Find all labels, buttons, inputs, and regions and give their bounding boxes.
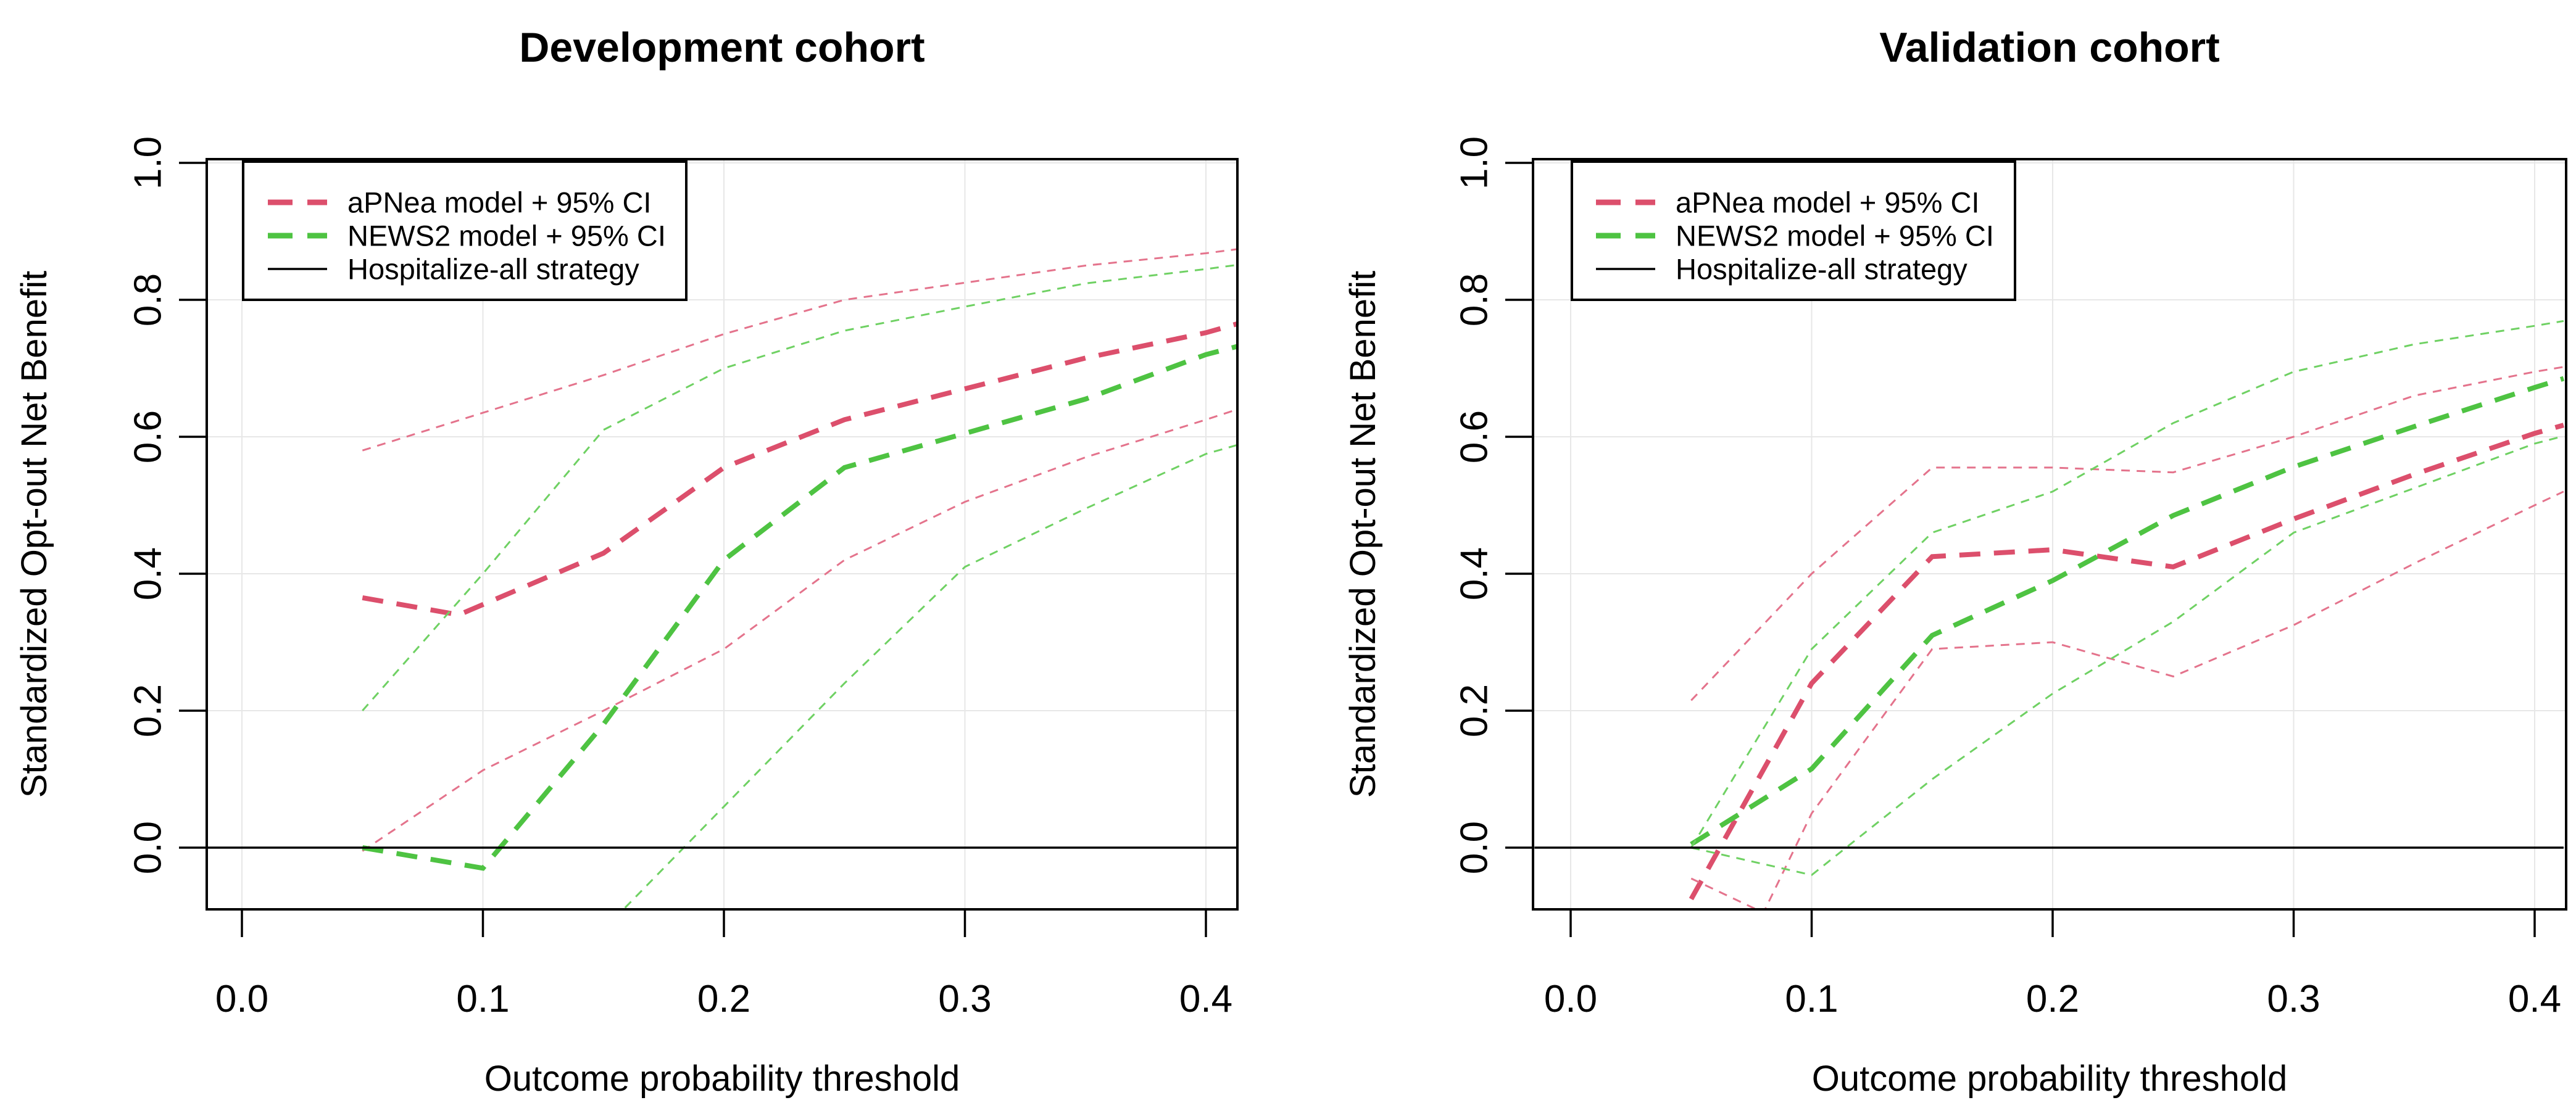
y-tick-label: 0.2 (127, 684, 170, 737)
x-tick-label: 0.0 (1544, 978, 1597, 1020)
panel-title: Validation cohort (1879, 24, 2220, 71)
y-axis: 0.0 0.2 0.4 0.6 0.8 1.0 (1453, 136, 1533, 874)
legend (242, 160, 688, 301)
series-news2-upper-95-ci (1690, 320, 2564, 848)
series-apnea-upper-95-ci (1690, 366, 2564, 701)
y-tick-label: 0.4 (1453, 547, 1496, 600)
x-tick-label: 0.3 (2267, 978, 2320, 1020)
legend-label-apnea: aPNea model + 95% CI (347, 186, 651, 219)
x-tick-label: 0.0 (215, 978, 268, 1020)
series-news2-upper-95-ci (362, 263, 1237, 711)
series-apnea-model (362, 321, 1237, 618)
x-axis-title: Outcome probability threshold (1812, 1059, 2288, 1099)
y-tick-label: 0.0 (1453, 821, 1496, 874)
y-tick-label: 0.6 (1453, 410, 1496, 463)
x-tick-label: 0.4 (1179, 978, 1232, 1020)
plot-box (206, 158, 1239, 911)
x-tick-label: 0.2 (697, 978, 750, 1020)
series-group (207, 248, 1237, 909)
y-tick-label: 0.6 (127, 410, 170, 463)
legend-box (1571, 160, 2016, 301)
y-tick-label: 0.2 (1453, 684, 1496, 737)
series-apnea-lower-95-ci (362, 408, 1237, 852)
x-tick-label: 0.3 (938, 978, 991, 1020)
x-tick-label: 0.1 (456, 978, 509, 1020)
y-tick-label: 1.0 (127, 136, 170, 189)
legend-label-news2: NEWS2 model + 95% CI (347, 220, 666, 252)
panel-title: Development cohort (519, 24, 924, 71)
y-axis-title: Standardized Opt-out Net Benefit (1343, 271, 1383, 798)
x-tick-label: 0.2 (2026, 978, 2079, 1020)
y-axis-title: Standardized Opt-out Net Benefit (14, 271, 54, 798)
legend-label-apnea: aPNea model + 95% CI (1676, 186, 1979, 219)
legend-label-news2: NEWS2 model + 95% CI (1676, 220, 1994, 252)
y-tick-label: 0.8 (1453, 273, 1496, 326)
x-tick-label: 0.4 (2508, 978, 2561, 1020)
y-tick-label: 0.4 (127, 547, 170, 600)
x-axis: 0.0 0.1 0.2 0.3 0.4 (1544, 909, 2561, 1020)
series-news2-model (362, 344, 1237, 871)
series-apnea-lower-95-ci (1690, 490, 2564, 909)
development-chart-generated: 0.0 0.1 0.2 0.3 0.4 0.0 0.2 0.4 0.6 0.8 1.0 (127, 136, 1239, 1020)
series-apnea-model (1689, 423, 2564, 901)
legend-label-hospitalize-all: Hospitalize-all strategy (347, 253, 639, 286)
legend (1571, 160, 2016, 301)
legend-label-hospitalize-all: Hospitalize-all strategy (1676, 253, 1967, 286)
series-group (1534, 320, 2565, 909)
y-tick-label: 0.0 (127, 821, 170, 874)
series-news2-lower-95-ci (622, 444, 1237, 909)
y-tick-label: 1.0 (1453, 136, 1496, 189)
legend-box (242, 160, 688, 301)
y-tick-label: 0.8 (127, 273, 170, 326)
y-axis: 0.0 0.2 0.4 0.6 0.8 1.0 (127, 136, 207, 874)
series-news2-model (1690, 376, 2565, 846)
x-axis-title: Outcome probability threshold (484, 1059, 960, 1099)
series-news2-lower-95-ci (1690, 435, 2564, 877)
development-cohort-chart: 0.0 0.1 0.2 0.3 0.4 0.0 0.2 0.4 0.6 0.8 1.0 Develo… (14, 24, 1239, 1099)
validation-cohort-chart: 0.0 0.1 0.2 0.3 0.4 0.0 0.2 0.4 0.6 0.8 1.0 Valida… (1343, 24, 2567, 1099)
x-axis: 0.0 0.1 0.2 0.3 0.4 (215, 909, 1232, 1020)
plot-box (1532, 158, 2567, 911)
x-tick-label: 0.1 (1785, 978, 1838, 1020)
validation-chart-generated: 0.0 0.1 0.2 0.3 0.4 0.0 0.2 0.4 0.6 0.8 1.0 (1453, 136, 2567, 1020)
